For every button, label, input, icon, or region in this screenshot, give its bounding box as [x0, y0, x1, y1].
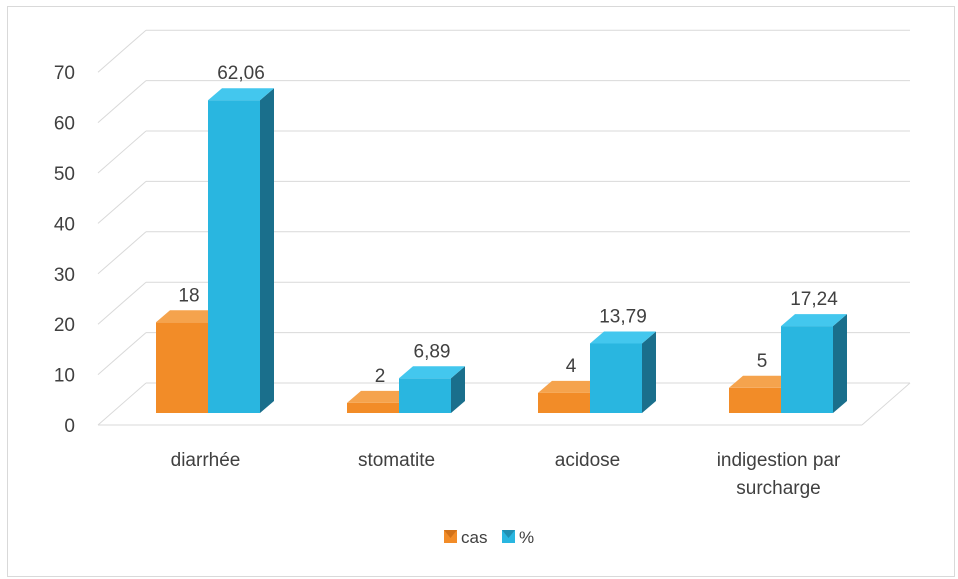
x-tick-label-line: stomatite: [358, 450, 435, 471]
data-label-0-1: 2: [375, 366, 386, 387]
x-tick-label: diarrhée: [171, 450, 241, 471]
data-label-1-1: 6,89: [414, 341, 451, 362]
data-label-0-0: 18: [178, 285, 199, 306]
x-tick-label: stomatite: [358, 450, 435, 471]
gridline-depth: [97, 130, 147, 174]
bar-side-1-3: [833, 314, 847, 413]
bar-top-1-0: [208, 88, 274, 101]
floor-edge-right: [861, 382, 911, 426]
data-label-1-2: 13,79: [599, 306, 647, 327]
bar-1-2: [590, 343, 642, 413]
y-tick-label: 10: [54, 366, 75, 387]
y-tick-label: 20: [54, 315, 75, 336]
legend-label-0: cas: [461, 528, 487, 547]
y-tick-label: 30: [54, 265, 75, 286]
gridline-depth: [97, 332, 147, 375]
y-tick-label: 60: [54, 114, 75, 135]
bar-top-0-0: [156, 310, 222, 323]
gridline-depth: [97, 181, 147, 224]
y-tick-label: 50: [54, 164, 75, 185]
x-tick-label: acidose: [555, 450, 621, 471]
x-tick-label: indigestion par surcharge: [717, 450, 841, 499]
y-tick-label: 40: [54, 214, 75, 235]
y-tick-label: 70: [54, 63, 75, 84]
data-label-1-0: 62,06: [217, 63, 265, 84]
chart-frame: [7, 6, 955, 577]
bar-1-0: [208, 100, 260, 414]
bar-top-0-3: [729, 375, 795, 388]
legend-swatch-shade-0: [444, 530, 457, 538]
data-label-0-3: 5: [757, 351, 768, 372]
x-tick-label-line: diarrhée: [171, 450, 241, 471]
bar-0-2: [538, 392, 590, 413]
data-label-0-2: 4: [566, 356, 577, 377]
bar-top-0-1: [347, 390, 413, 403]
bar-side-1-1: [451, 366, 465, 413]
bar-0-1: [347, 402, 399, 413]
bar-side-1-0: [260, 88, 274, 414]
bar-side-1-2: [642, 331, 656, 413]
y-tick-label: 0: [64, 416, 75, 437]
gridline-depth: [97, 80, 147, 123]
x-tick-label-line: acidose: [555, 450, 621, 471]
legend-swatch-shade-1: [502, 530, 515, 538]
bar-1-1: [399, 378, 451, 413]
x-tick-label-line: indigestion par: [717, 450, 841, 471]
gridline-depth: [97, 281, 147, 325]
bar-top-1-2: [590, 331, 656, 344]
bar-top-1-1: [399, 366, 465, 379]
gridline-depth: [97, 231, 147, 275]
x-tick-label-line: surcharge: [736, 478, 821, 499]
data-label-1-3: 17,24: [790, 289, 838, 310]
bar-0-0: [156, 322, 208, 413]
gridline-depth: [97, 29, 147, 73]
bar-top-0-2: [538, 380, 604, 393]
legend-label-1: %: [519, 528, 534, 547]
gridline-depth: [97, 382, 147, 426]
bar-top-1-3: [781, 314, 847, 327]
bar-1-3: [781, 326, 833, 413]
bar-0-3: [729, 387, 781, 413]
